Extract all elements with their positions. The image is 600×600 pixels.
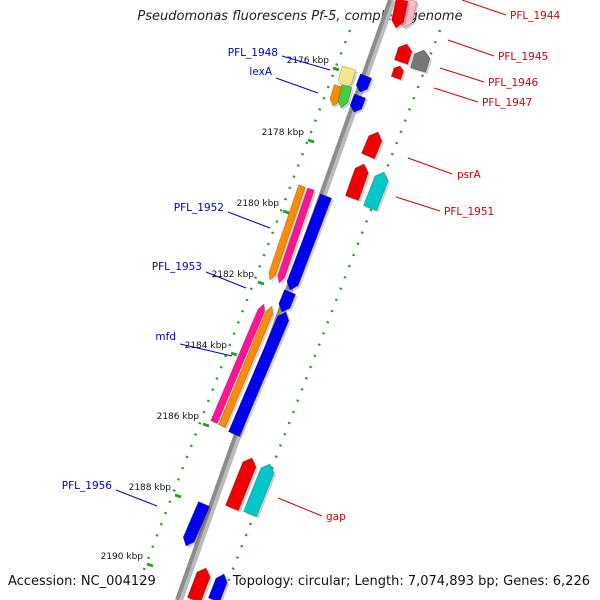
accession-text: Accession: NC_004129 [8,574,156,589]
tick-label: 2180 kbp [237,199,280,209]
gene-red [391,0,409,29]
gene-cyan [242,463,275,518]
left-leader-line [227,211,271,229]
gene-magenta [210,303,265,424]
gene-label-right: gap [326,511,346,523]
gene-label-right: PFL_1944 [510,10,561,22]
tick-label: 2190 kbp [101,552,144,562]
right-leader-line [395,196,441,212]
tick-mark [282,209,290,215]
gene-cyan [362,171,389,212]
gene-magenta [277,187,315,284]
gene-label-left: PFL_1948 [228,47,278,59]
gene-blue [286,193,333,291]
gene-blue [207,573,228,600]
tick-mark [257,280,265,286]
tick-label: 2182 kbp [212,270,255,280]
gene-red [344,163,369,201]
left-leader-line [205,271,247,289]
gene-grey [409,49,431,73]
gene-label-left: PFL_1956 [62,480,113,492]
gene-orange [218,305,273,428]
gene-label-left: PFL_1952 [174,202,224,214]
tick-label: 2178 kbp [262,128,305,138]
gene-label-right: PFL_1946 [488,77,539,89]
gene-blue [349,93,367,113]
gene-label-left: PFL_1953 [152,261,202,273]
gene-red [393,43,413,65]
left-leader-line [281,55,331,71]
gene-red [361,131,383,160]
gene-blue [227,311,290,437]
tick-label: 2184 kbp [185,341,228,351]
tick-mark [174,493,182,499]
left-leader-line [179,343,233,357]
gene-label-right: PFL_1951 [444,206,494,218]
tick-mark [307,138,315,144]
right-leader-line [407,157,453,175]
gene-red [224,457,257,512]
gene-label-left: mfd [155,331,176,343]
tick-mark [146,562,154,568]
gene-red [186,567,211,600]
gene-red [390,65,404,81]
tick-mark [332,66,340,72]
gene-orange [268,184,306,281]
gene-label-right: PFL_1947 [482,97,532,109]
tick-mark [202,422,210,428]
gene-label-right: PFL_1945 [498,51,548,63]
right-leader-line [277,497,323,517]
gene-blue [355,73,373,93]
tick-label: 2186 kbp [157,412,200,422]
topology-text: Topology: circular; Length: 7,074,893 bp… [232,574,590,589]
right-leader-line [447,39,495,57]
tick-mark [230,351,238,357]
left-leader-line [115,489,158,507]
right-leader-line [439,67,485,83]
tick-label: 2188 kbp [129,483,172,493]
right-leader-line [461,0,507,16]
gene-yellow [337,65,357,89]
tick-label: 2176 kbp [287,56,330,66]
gene-blue [278,289,297,313]
right-leader-line [433,87,479,103]
gene-label-left: lexA [249,66,272,78]
gene-label-right: psrA [457,169,481,181]
gene-green [337,84,353,109]
gene-blue [182,501,211,547]
left-leader-line [275,77,319,94]
